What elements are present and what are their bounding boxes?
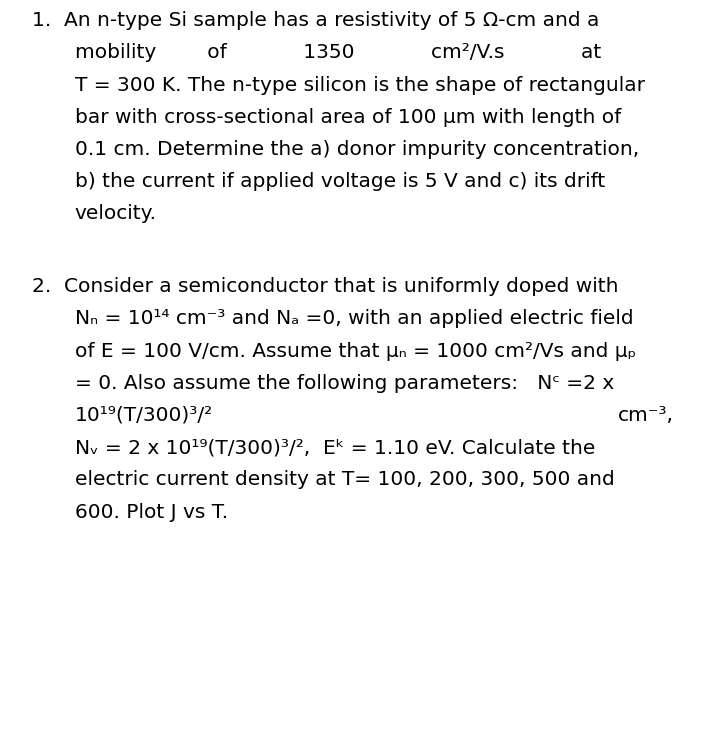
Text: Nₙ = 10¹⁴ cm⁻³ and Nₐ =0, with an applied electric field: Nₙ = 10¹⁴ cm⁻³ and Nₐ =0, with an applie… — [75, 309, 633, 328]
Text: mobility        of            1350            cm²/V.s            at: mobility of 1350 cm²/V.s at — [75, 43, 601, 62]
Text: = 0. Also assume the following parameters:   Nᶜ =2 x: = 0. Also assume the following parameter… — [75, 374, 614, 392]
Text: velocity.: velocity. — [75, 204, 156, 223]
Text: cm⁻³,: cm⁻³, — [618, 406, 674, 425]
Text: of E = 100 V/cm. Assume that μₙ = 1000 cm²/Vs and μₚ: of E = 100 V/cm. Assume that μₙ = 1000 c… — [75, 342, 635, 360]
Text: electric current density at T= 100, 200, 300, 500 and: electric current density at T= 100, 200,… — [75, 470, 614, 489]
Text: 10¹⁹(T/300)³/²: 10¹⁹(T/300)³/² — [75, 406, 213, 425]
Text: T = 300 K. The n-type silicon is the shape of rectangular: T = 300 K. The n-type silicon is the sha… — [75, 76, 645, 94]
Text: Nᵥ = 2 x 10¹⁹(T/300)³/²,  Eᵏ = 1.10 eV. Calculate the: Nᵥ = 2 x 10¹⁹(T/300)³/², Eᵏ = 1.10 eV. C… — [75, 438, 595, 457]
Text: bar with cross-sectional area of 100 μm with length of: bar with cross-sectional area of 100 μm … — [75, 108, 621, 127]
Text: 1.  An n-type Si sample has a resistivity of 5 Ω-cm and a: 1. An n-type Si sample has a resistivity… — [32, 11, 599, 30]
Text: 2.  Consider a semiconductor that is uniformly doped with: 2. Consider a semiconductor that is unif… — [32, 277, 618, 296]
Text: b) the current if applied voltage is 5 V and c) its drift: b) the current if applied voltage is 5 V… — [75, 172, 605, 191]
Text: 0.1 cm. Determine the a) donor impurity concentration,: 0.1 cm. Determine the a) donor impurity … — [75, 140, 639, 159]
Text: 600. Plot J vs T.: 600. Plot J vs T. — [75, 503, 228, 521]
